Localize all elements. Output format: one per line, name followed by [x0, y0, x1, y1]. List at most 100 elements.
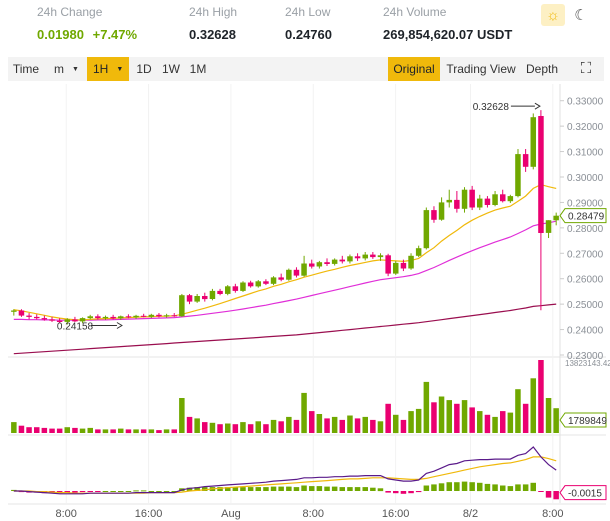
candle-body: [263, 281, 269, 284]
volume-bar: [41, 427, 48, 433]
candle-body: [186, 295, 193, 302]
volume-bar: [408, 411, 414, 433]
hour-dropdown[interactable]: 1H ▼: [87, 57, 129, 81]
volume-bar: [171, 429, 177, 434]
stat-value: 0.32628: [189, 27, 236, 42]
candle-body: [408, 255, 414, 269]
volume-bar: [186, 416, 193, 433]
volume-bar: [125, 429, 132, 434]
fullscreen-icon[interactable]: ⛶: [580, 60, 592, 77]
ma-fast-line: [13, 183, 557, 321]
high-price-label: 0.32628: [473, 102, 510, 113]
macd-histogram-bar: [438, 483, 445, 491]
candle-body: [415, 248, 422, 256]
volume-bar: [522, 403, 529, 433]
candle-body: [11, 310, 17, 312]
candle-body: [286, 269, 292, 280]
macd-histogram-bar: [186, 487, 193, 491]
candle-body: [26, 315, 32, 317]
macd-histogram-bar: [484, 483, 491, 491]
candle-body: [202, 296, 208, 300]
macd-histogram-bar: [522, 484, 529, 491]
candle-body: [49, 319, 55, 321]
candle-body: [446, 199, 452, 203]
volume-bar: [515, 389, 521, 433]
macd-histogram-bar: [500, 485, 506, 491]
interval-1d[interactable]: 1D: [136, 62, 152, 76]
ma-mid-line: [13, 220, 557, 321]
volume-bar: [431, 402, 437, 433]
chart-grid: [8, 84, 606, 505]
volume-bar: [538, 360, 544, 433]
macd-histogram-bar: [461, 481, 468, 491]
volume-bar: [469, 407, 475, 433]
candle-body: [293, 269, 300, 276]
volume-bar: [354, 418, 361, 433]
change-percent: +7.47%: [92, 27, 138, 42]
caret-down-icon: ▼: [72, 65, 79, 73]
volume-bar: [370, 419, 376, 433]
y-tick-label: 0.26000: [567, 275, 604, 286]
y-tick-label: 0.33000: [567, 97, 604, 108]
macd-histogram-bar: [263, 487, 269, 491]
y-axis: 0.33000 0.32000 0.31000 0.30000 0.29000 0.280…: [560, 97, 604, 362]
volume-bar: [148, 429, 155, 434]
macd-histogram-bar: [446, 482, 452, 491]
interval-1w[interactable]: 1W: [162, 62, 180, 76]
macd-histogram-bar: [377, 488, 384, 492]
candle-body: [454, 199, 460, 209]
macd-histogram-bar: [400, 491, 407, 494]
time-label: Time: [12, 62, 40, 76]
macd-histogram-bar: [125, 491, 132, 492]
macd-histogram-bar: [393, 491, 399, 494]
volume-bar: [163, 429, 170, 434]
macd-histogram-bar: [339, 487, 345, 491]
tab-original[interactable]: Original: [388, 57, 440, 81]
candle-body: [522, 154, 529, 167]
macd-histogram-bar: [240, 487, 246, 491]
candle-body: [118, 316, 124, 319]
candle-body: [423, 210, 430, 249]
macd-histogram-bar: [247, 487, 254, 491]
macd-histogram-bar: [477, 482, 483, 492]
macd-histogram-bar: [79, 491, 86, 493]
caret-down-icon: ▼: [116, 65, 124, 73]
candle-body: [125, 316, 132, 318]
macd-histogram-bar: [225, 487, 231, 491]
macd-histogram-bar: [87, 491, 93, 492]
tab-depth[interactable]: Depth: [525, 62, 559, 76]
candle-body: [339, 259, 345, 262]
candle-body: [56, 320, 63, 322]
minute-label: m: [54, 62, 64, 76]
x-tick-label: 8/2: [463, 508, 478, 520]
macd-histogram-bar: [309, 486, 315, 491]
candle-body: [331, 259, 338, 264]
tab-trading-view[interactable]: Trading View: [446, 62, 516, 76]
macd-histogram-bar: [202, 487, 208, 491]
volume-bar: [446, 400, 452, 433]
volume-bar: [270, 419, 277, 433]
volume-bar: [331, 416, 338, 433]
candle-body: [87, 316, 93, 319]
sun-icon[interactable]: ☼: [541, 4, 565, 26]
candle-body: [148, 314, 155, 317]
macd-histogram-bar: [286, 486, 292, 491]
macd-histogram-bar: [163, 491, 170, 492]
stat-24h-low: 24h Low 0.24760: [285, 5, 332, 42]
macd-histogram-bar: [530, 482, 536, 492]
y-tick-label: 0.25000: [567, 300, 604, 311]
moving-average-lines: [13, 183, 557, 355]
candle-body: [171, 315, 177, 317]
x-tick-label: 8:00: [56, 508, 77, 520]
moon-icon[interactable]: ☾: [574, 7, 588, 24]
candle-body: [247, 282, 254, 287]
volume-bar: [118, 428, 124, 433]
candle-body: [79, 318, 86, 322]
volume-bar: [393, 414, 399, 434]
interval-1m[interactable]: 1M: [189, 62, 207, 76]
minute-dropdown[interactable]: m ▼: [48, 57, 90, 81]
macd-histogram-bar: [469, 482, 475, 491]
x-axis: 8:00 16:00 Aug 8:00 16:00 8/2 8:00: [56, 508, 564, 520]
candle-body: [309, 263, 315, 267]
